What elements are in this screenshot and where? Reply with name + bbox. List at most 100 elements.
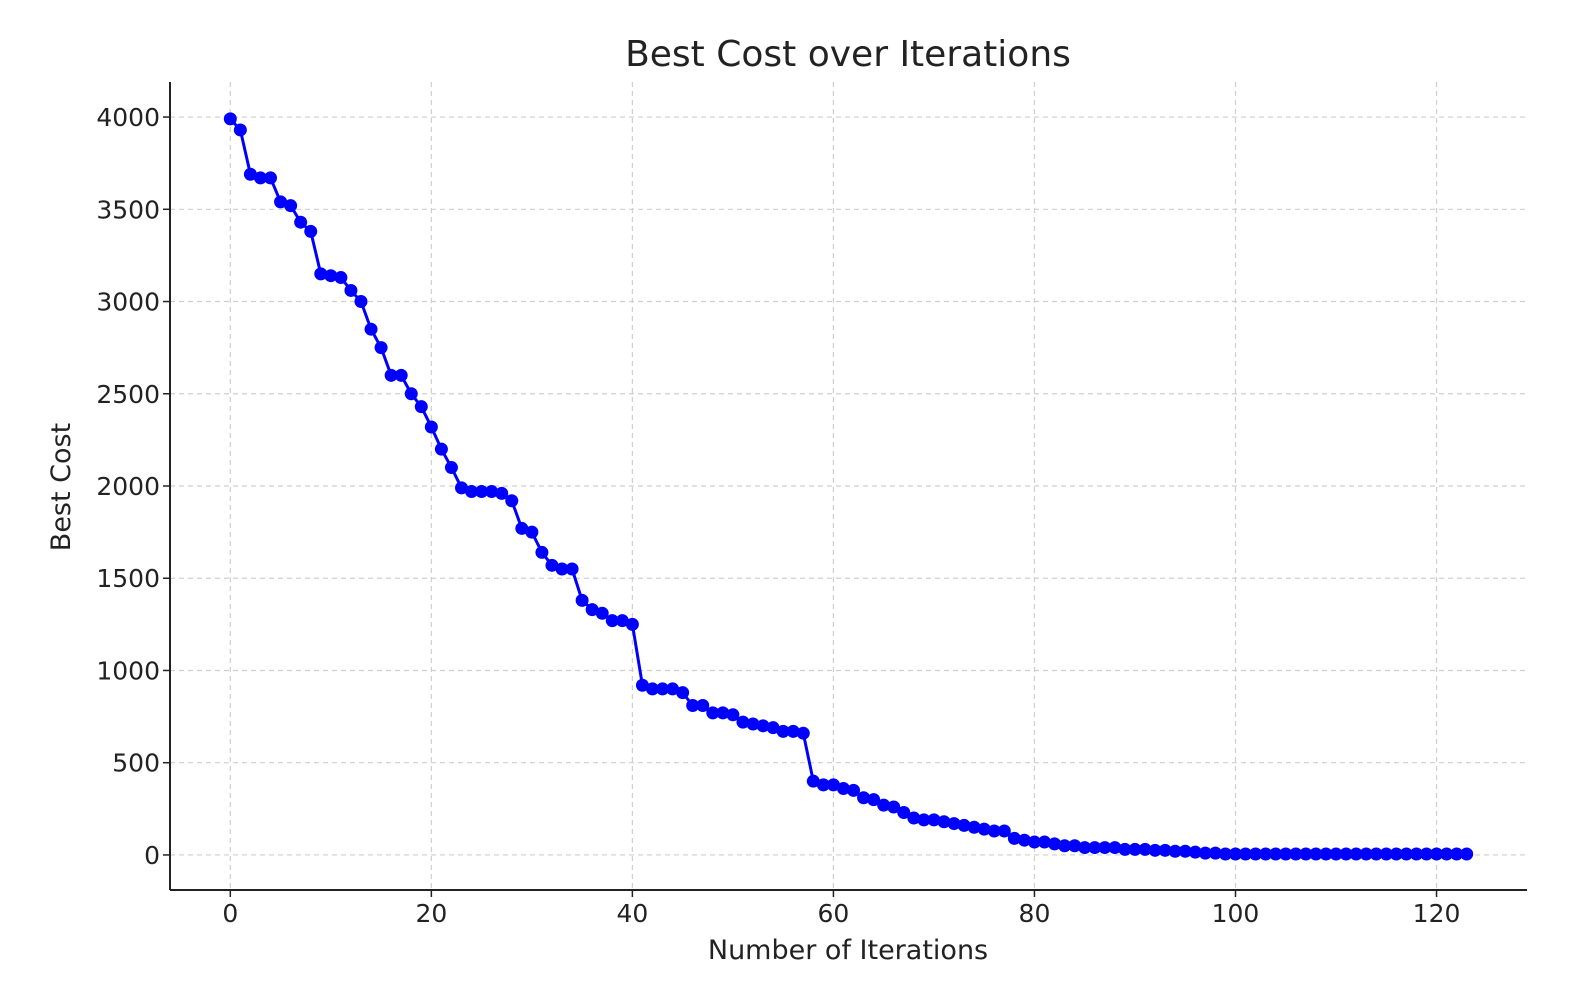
y-tick-label: 1500	[96, 564, 160, 593]
data-point	[545, 558, 559, 572]
data-point	[957, 818, 971, 832]
data-point	[1409, 847, 1423, 861]
data-point	[374, 341, 388, 355]
data-point	[706, 706, 720, 720]
data-point	[1188, 845, 1202, 859]
data-point	[434, 442, 448, 456]
data-point	[525, 525, 539, 539]
data-point	[1430, 847, 1444, 861]
data-point	[816, 778, 830, 792]
data-point	[344, 283, 358, 297]
series-layer	[223, 112, 1474, 861]
data-point	[635, 678, 649, 692]
y-tick-label: 500	[112, 749, 160, 778]
y-axis-label: Best Cost	[46, 423, 77, 551]
data-point	[656, 682, 670, 696]
y-tick-label: 2500	[96, 380, 160, 409]
data-point	[1178, 844, 1192, 858]
data-point	[997, 824, 1011, 838]
data-point	[1198, 846, 1212, 860]
data-point	[686, 699, 700, 713]
data-point	[826, 778, 840, 792]
data-point	[515, 521, 529, 535]
data-point	[836, 782, 850, 796]
data-point	[937, 815, 951, 829]
data-point	[404, 387, 418, 401]
data-point	[1419, 847, 1433, 861]
x-axis-label: Number of Iterations	[708, 935, 988, 966]
data-point	[625, 617, 639, 631]
data-point	[384, 368, 398, 382]
data-point	[857, 791, 871, 805]
data-point	[314, 267, 328, 281]
data-point	[615, 614, 629, 628]
data-point	[264, 171, 278, 185]
data-point	[444, 461, 458, 475]
data-point	[1349, 847, 1363, 861]
tick-labels: 0 20 40 60 80 100 120 0 500 1000 1500 2000 2500 3000 3…	[96, 103, 1460, 928]
data-point	[495, 486, 509, 500]
data-point	[1279, 847, 1293, 861]
data-point	[535, 545, 549, 559]
data-point	[1148, 843, 1162, 857]
data-point	[1218, 847, 1232, 861]
data-point	[294, 215, 308, 229]
data-point	[1239, 847, 1253, 861]
data-point	[1048, 837, 1062, 851]
data-point	[645, 682, 659, 696]
data-point	[806, 774, 820, 788]
y-tick-label: 2000	[96, 472, 160, 501]
data-point	[1208, 846, 1222, 860]
data-point	[1108, 841, 1122, 855]
data-point	[1138, 842, 1152, 856]
data-point	[233, 123, 247, 137]
data-point	[917, 813, 931, 827]
data-point	[223, 112, 237, 126]
data-point	[897, 806, 911, 820]
data-point	[726, 708, 740, 722]
data-point	[505, 494, 519, 508]
x-tick-label: 60	[818, 899, 850, 928]
data-point	[1078, 841, 1092, 855]
chart-title: Best Cost over Iterations	[625, 34, 1071, 75]
data-point	[1098, 841, 1112, 855]
data-point	[877, 798, 891, 812]
data-point	[605, 614, 619, 628]
data-point	[907, 811, 921, 825]
data-point	[867, 793, 881, 807]
y-tick-label: 1000	[96, 656, 160, 685]
data-point	[676, 686, 690, 700]
data-point	[585, 603, 599, 617]
data-point	[1369, 847, 1383, 861]
data-point	[847, 783, 861, 797]
data-point	[977, 822, 991, 836]
data-point	[1319, 847, 1333, 861]
data-point	[575, 593, 589, 607]
y-tick-label: 3500	[96, 195, 160, 224]
data-point	[1359, 847, 1373, 861]
x-tick-label: 20	[415, 899, 447, 928]
data-point	[1259, 847, 1273, 861]
data-point	[1058, 839, 1072, 853]
data-point	[1118, 842, 1132, 856]
x-tick-label: 80	[1019, 899, 1051, 928]
data-point	[485, 485, 499, 499]
data-point	[243, 167, 257, 181]
data-point	[796, 726, 810, 740]
data-point	[927, 813, 941, 827]
axes	[163, 82, 1527, 897]
data-point	[354, 295, 368, 309]
data-point	[324, 269, 338, 283]
data-point	[1309, 847, 1323, 861]
data-point	[1379, 847, 1393, 861]
data-point	[1289, 847, 1303, 861]
data-point	[716, 706, 730, 720]
x-tick-label: 100	[1212, 899, 1260, 928]
data-point	[1299, 847, 1313, 861]
data-point	[304, 224, 318, 238]
data-point	[666, 682, 680, 696]
data-point	[1460, 847, 1474, 861]
data-point	[274, 195, 288, 209]
